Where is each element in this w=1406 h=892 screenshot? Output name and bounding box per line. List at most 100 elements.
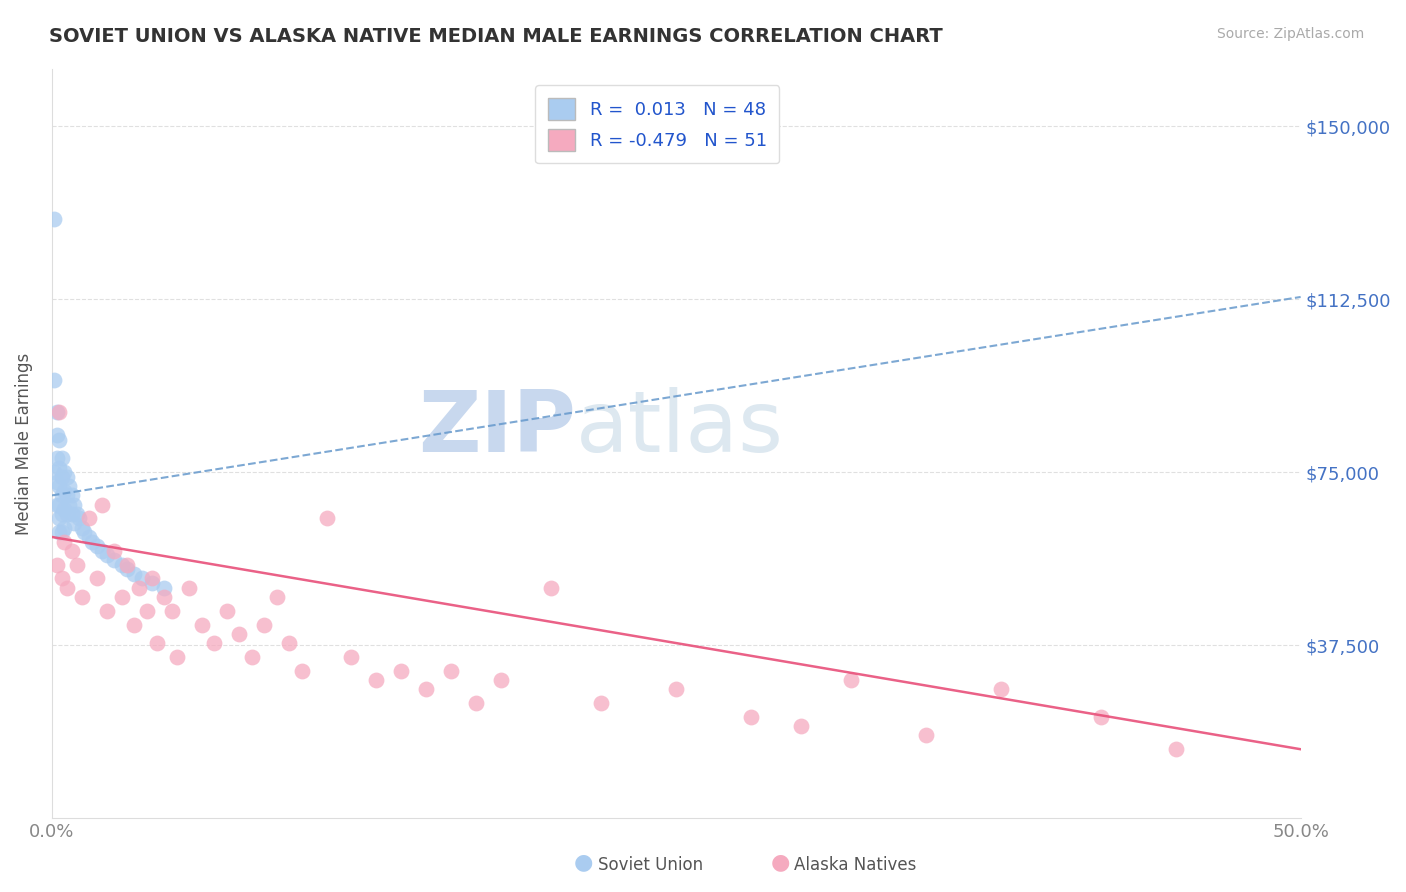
Point [77, 530, 100, 544]
Point [53, 534, 76, 549]
Point [440, 664, 463, 678]
Point [45, 498, 67, 512]
Point [60, 488, 83, 502]
Point [340, 649, 363, 664]
Point [80, 534, 103, 549]
Point [103, 553, 125, 567]
Point [96, 549, 118, 563]
Point [740, 710, 762, 724]
Point [240, 649, 263, 664]
Point [86, 539, 108, 553]
Point [58, 479, 80, 493]
Point [111, 558, 134, 572]
Point [55, 581, 77, 595]
Point [48, 433, 70, 447]
Point [67, 511, 90, 525]
Point [153, 581, 176, 595]
Point [160, 604, 183, 618]
Text: atlas: atlas [576, 387, 785, 470]
Point [48, 405, 70, 419]
Text: ●: ● [574, 853, 593, 872]
Point [63, 498, 86, 512]
Point [51, 488, 73, 502]
Y-axis label: Median Male Earnings: Median Male Earnings [15, 352, 32, 534]
Point [53, 466, 76, 480]
Point [1164, 742, 1187, 756]
Point [45, 451, 67, 466]
Point [253, 617, 276, 632]
Legend: R =  0.013   N = 48, R = -0.479   N = 51: R = 0.013 N = 48, R = -0.479 N = 51 [536, 85, 779, 163]
Point [266, 590, 288, 604]
Text: ZIP: ZIP [419, 387, 576, 470]
Point [77, 511, 100, 525]
Point [44, 211, 66, 226]
Point [55, 470, 77, 484]
Point [115, 562, 138, 576]
Point [591, 696, 613, 710]
Point [131, 572, 153, 586]
Point [366, 673, 388, 687]
Point [96, 604, 118, 618]
Point [540, 581, 562, 595]
Point [122, 617, 145, 632]
Point [51, 451, 73, 466]
Point [51, 507, 73, 521]
Point [215, 604, 238, 618]
Point [166, 649, 188, 664]
Point [141, 572, 163, 586]
Point [44, 466, 66, 480]
Point [73, 525, 96, 540]
Point [45, 405, 67, 419]
Point [66, 507, 89, 521]
Point [70, 521, 93, 535]
Point [60, 543, 83, 558]
Point [790, 719, 813, 733]
Point [228, 627, 250, 641]
Text: Soviet Union: Soviet Union [598, 856, 703, 874]
Point [48, 498, 70, 512]
Point [48, 460, 70, 475]
Point [51, 525, 73, 540]
Text: ●: ● [770, 853, 790, 872]
Point [53, 483, 76, 498]
Point [115, 558, 138, 572]
Point [45, 558, 67, 572]
Point [53, 502, 76, 516]
Point [415, 682, 437, 697]
Point [51, 470, 73, 484]
Point [90, 498, 112, 512]
Point [60, 507, 83, 521]
Text: SOVIET UNION VS ALASKA NATIVE MEDIAN MALE EARNINGS CORRELATION CHART: SOVIET UNION VS ALASKA NATIVE MEDIAN MAL… [49, 27, 943, 45]
Point [278, 636, 301, 650]
Point [55, 507, 77, 521]
Point [465, 696, 488, 710]
Point [665, 682, 688, 697]
Point [111, 590, 134, 604]
Point [915, 728, 938, 742]
Text: Alaska Natives: Alaska Natives [794, 856, 917, 874]
Point [839, 673, 862, 687]
Point [86, 572, 108, 586]
Point [66, 558, 89, 572]
Point [48, 525, 70, 540]
Point [63, 516, 86, 530]
Point [45, 428, 67, 442]
Point [145, 636, 167, 650]
Point [48, 479, 70, 493]
Point [90, 543, 112, 558]
Point [128, 581, 150, 595]
Point [391, 664, 413, 678]
Point [290, 664, 312, 678]
Point [190, 617, 212, 632]
Point [70, 590, 93, 604]
Point [53, 521, 76, 535]
Text: Source: ZipAtlas.com: Source: ZipAtlas.com [1216, 27, 1364, 41]
Point [135, 604, 157, 618]
Point [315, 511, 337, 525]
Point [153, 590, 176, 604]
Point [45, 475, 67, 489]
Point [58, 498, 80, 512]
Point [44, 373, 66, 387]
Point [55, 488, 77, 502]
Point [51, 572, 73, 586]
